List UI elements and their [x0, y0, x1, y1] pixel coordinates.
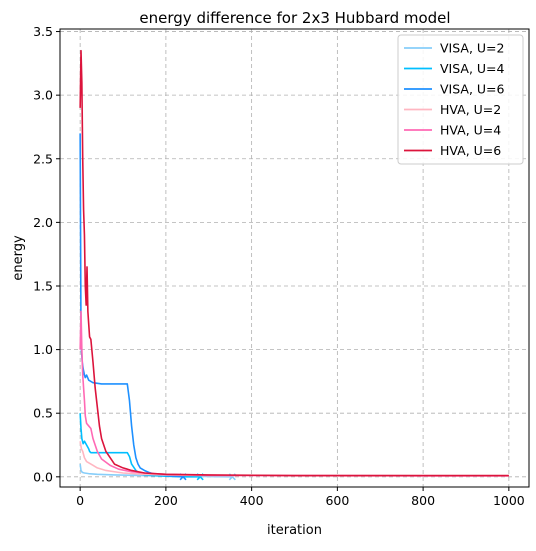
x-tick-label: 800 [411, 493, 435, 508]
legend-label: VISA, U=4 [440, 61, 505, 76]
legend: VISA, U=2 VISA, U=4 VISA, U=6 HVA, U=2 HVA, … [397, 34, 524, 165]
y-tick-label: 2.0 [33, 215, 53, 230]
series-line-5 [79, 49, 509, 477]
legend-label: HVA, U=2 [440, 102, 501, 117]
y-tick-label: 3.5 [33, 24, 53, 39]
legend-label: HVA, U=4 [440, 123, 501, 138]
plot-frame [59, 28, 530, 488]
y-tick-label: 0.0 [33, 469, 53, 484]
x-tick-label: 0 [76, 493, 84, 508]
y-tick-label: 2.5 [33, 151, 53, 166]
y-tick-label: 3.0 [33, 88, 53, 103]
legend-label: HVA, U=6 [440, 143, 501, 158]
series-line-1 [79, 413, 201, 478]
x-tick-label: 1000 [493, 493, 525, 508]
x-tick-label: 200 [154, 493, 178, 508]
legend-label: VISA, U=6 [440, 82, 505, 97]
y-tick-label: 1.5 [33, 278, 53, 293]
x-tick-label: 400 [240, 493, 264, 508]
legend-box [397, 34, 524, 165]
series-group [79, 49, 509, 481]
x-tick-label: 600 [325, 493, 349, 508]
chart-title: energy difference for 2x3 Hubbard model [139, 9, 450, 27]
y-axis-ticks: 0.0 0.5 1.0 1.5 2.0 2.5 3.0 3.5 [33, 24, 60, 484]
x-axis-label: iteration [267, 523, 322, 538]
legend-label: VISA, U=2 [440, 41, 504, 56]
y-tick-label: 0.5 [33, 406, 53, 421]
grid [60, 29, 529, 487]
y-axis-label: energy [11, 235, 26, 281]
x-axis-ticks: 0 200 400 600 800 1000 [76, 487, 525, 508]
y-tick-label: 1.0 [33, 342, 53, 357]
